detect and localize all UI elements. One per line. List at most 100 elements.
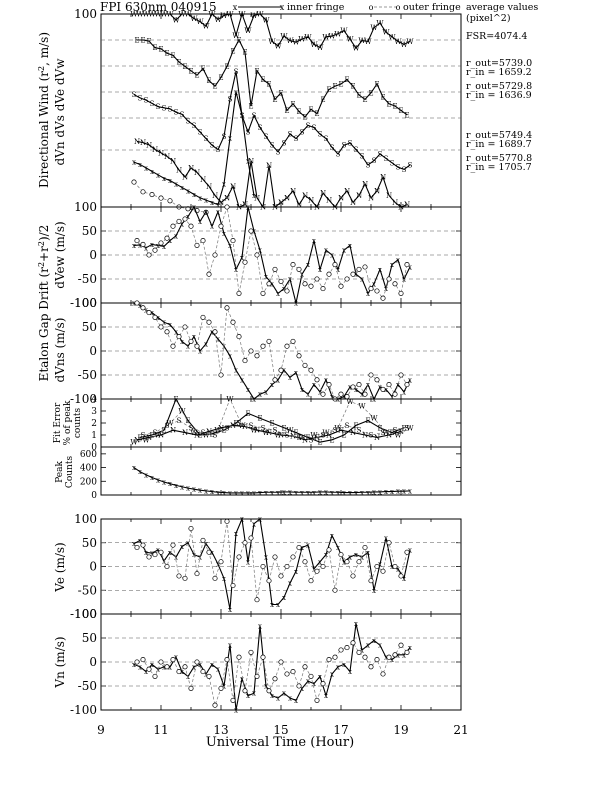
point: W (310, 41, 318, 49)
point (338, 283, 344, 289)
point: x (360, 489, 364, 497)
point: W (238, 11, 246, 19)
point (236, 554, 242, 560)
point: N (206, 428, 212, 436)
point (152, 314, 158, 320)
point: S (258, 124, 263, 132)
point (218, 223, 224, 229)
point (284, 563, 290, 570)
point (140, 657, 146, 663)
point: x (174, 181, 178, 189)
point (356, 266, 362, 272)
point (278, 278, 284, 284)
point: N (146, 434, 152, 442)
point: x (210, 199, 214, 207)
point: x (174, 482, 178, 490)
point: x (192, 551, 196, 559)
point: x (168, 237, 172, 245)
point: E (353, 422, 358, 430)
ylabel-fit-error-1: Fit Error (53, 402, 63, 443)
point: x (384, 654, 388, 662)
point (362, 654, 368, 660)
point: N (176, 167, 182, 175)
y-tick-label: -50 (78, 368, 97, 382)
point (149, 191, 155, 198)
point: W (202, 23, 210, 31)
y-tick-label: 4 (91, 395, 97, 405)
point: S (249, 422, 254, 430)
series-line-o (136, 206, 408, 299)
point: S (342, 142, 347, 150)
point: x (234, 367, 238, 375)
point: x (324, 551, 328, 559)
point: N (326, 197, 332, 205)
point: x (150, 241, 154, 249)
point: x (408, 644, 412, 652)
point: N (290, 433, 296, 441)
point: x (138, 302, 142, 310)
x-tick-label: 21 (453, 723, 468, 737)
point: x (390, 563, 394, 571)
point: x (330, 489, 334, 497)
y-tick-label: 50 (82, 224, 97, 238)
point: N (362, 432, 368, 440)
ylabel-vn: Vn (m/s) (53, 636, 67, 688)
point: W (262, 17, 270, 25)
point: N (404, 201, 410, 209)
point: x (282, 594, 286, 602)
legend-outer-marker-right: o (396, 3, 401, 12)
point: x (180, 220, 184, 228)
plot-layer: 100 WWWWWWWWWWWWWWWWWWWWWWWWWWWWWWWWWWWWW… (70, 7, 469, 737)
point (164, 664, 170, 670)
point: S (270, 142, 275, 150)
point: S (402, 166, 407, 174)
point (212, 252, 218, 258)
point: x (180, 668, 184, 676)
x-tick-label: 17 (333, 723, 348, 737)
point: S (246, 129, 251, 137)
point: x (318, 488, 322, 496)
point: x (138, 663, 142, 671)
point: S (192, 122, 197, 130)
point (260, 563, 266, 570)
point: x (198, 194, 202, 202)
point (368, 372, 374, 378)
point: x (144, 549, 148, 557)
point: x (336, 489, 340, 497)
point: x (246, 158, 250, 166)
panel-directional_wind: 100 WWWWWWWWWWWWWWWWWWWWWWWWWWWWWWWWWWWWW… (74, 7, 462, 215)
point (176, 573, 182, 579)
point: x (210, 328, 214, 336)
point: W (256, 11, 264, 19)
point: E (389, 429, 394, 437)
point: N (230, 422, 236, 430)
point: E (329, 436, 334, 444)
point: x (252, 228, 256, 236)
r-in-w: r_in = 1659.2 (466, 67, 532, 78)
y-tick-label: 100 (74, 200, 97, 214)
point: S (300, 129, 305, 137)
point (290, 669, 296, 675)
point: N (278, 432, 284, 440)
point: N (350, 199, 356, 207)
point (188, 685, 194, 691)
point: x (402, 575, 406, 583)
point (254, 597, 260, 603)
point: W (334, 424, 342, 432)
point (194, 659, 200, 665)
point: S (408, 162, 413, 170)
y-tick-label: 600 (80, 450, 97, 460)
point (278, 659, 284, 665)
series-line-x (133, 623, 411, 711)
point: x (210, 223, 214, 231)
point: E (152, 44, 157, 52)
point (266, 688, 272, 694)
point (182, 324, 188, 330)
point: x (168, 549, 172, 557)
y-tick-label: 0 (89, 560, 97, 574)
point: S (378, 151, 383, 159)
point: x (180, 338, 184, 346)
point: S (138, 94, 143, 102)
point: E (242, 49, 247, 57)
point: x (174, 328, 178, 336)
